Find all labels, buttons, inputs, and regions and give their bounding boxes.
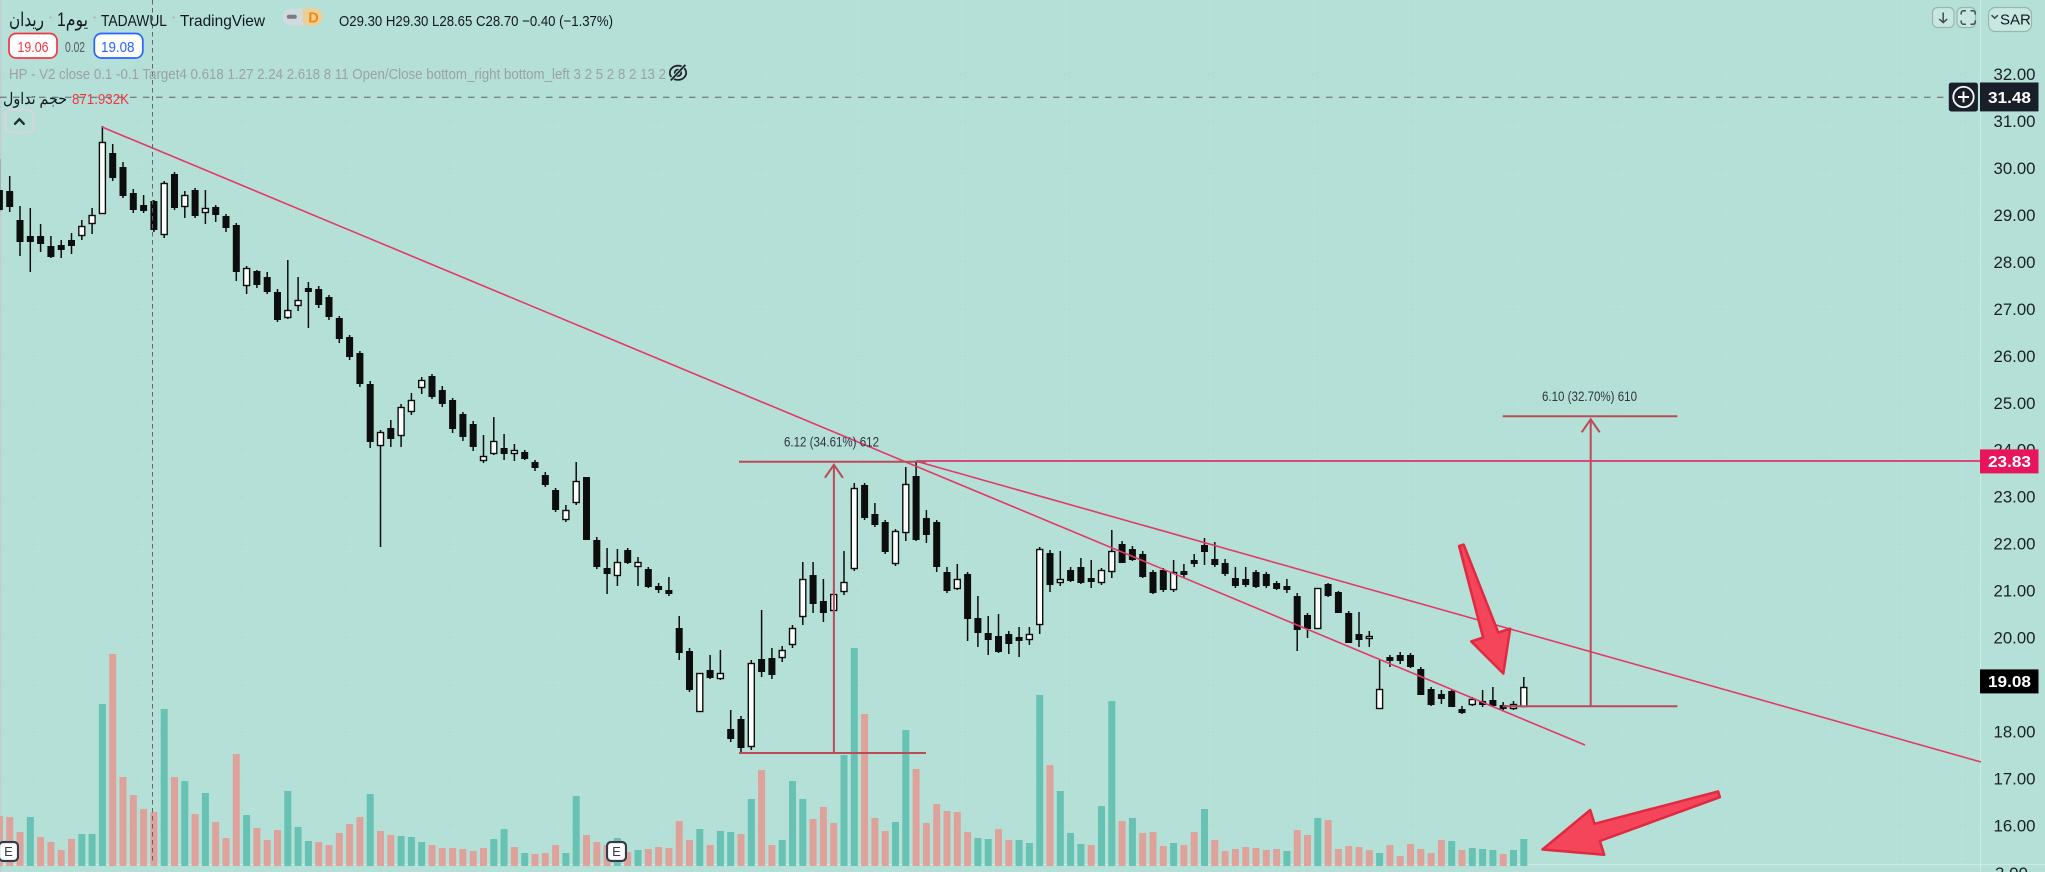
svg-text:22.00: 22.00: [1994, 536, 2036, 554]
svg-text:19.08: 19.08: [1988, 674, 2031, 691]
svg-text:ريدان: ريدان: [9, 10, 44, 31]
svg-text:28.00: 28.00: [1994, 254, 2036, 272]
svg-text:0.02: 0.02: [65, 39, 85, 56]
svg-text:29.00: 29.00: [1994, 207, 2036, 225]
svg-text:871.932K: 871.932K: [72, 92, 129, 108]
svg-text:32.00: 32.00: [1994, 66, 2036, 84]
svg-text:E: E: [612, 844, 621, 859]
svg-text:TADAWUL: TADAWUL: [101, 13, 167, 30]
svg-text:يوم1: يوم1: [57, 10, 88, 31]
svg-text:27.00: 27.00: [1994, 301, 2036, 319]
svg-text:E: E: [4, 844, 13, 859]
svg-text:حجم تداول: حجم تداول: [3, 91, 67, 108]
svg-text:TradingView: TradingView: [180, 13, 265, 30]
svg-text:O29.30 H29.30 L28.65 C28.70: O29.30 H29.30 L28.65 C28.70 −0.40 (−1.37…: [339, 13, 613, 30]
svg-text:26.00: 26.00: [1994, 348, 2036, 366]
svg-text:6.12 (34.61%) 612: 6.12 (34.61%) 612: [784, 433, 879, 449]
svg-text:19.06: 19.06: [18, 39, 49, 56]
svg-text:31.00: 31.00: [1994, 113, 2036, 131]
svg-text:18.00: 18.00: [1994, 724, 2036, 742]
svg-text:23.00: 23.00: [1994, 489, 2036, 507]
svg-text:D: D: [308, 10, 318, 26]
svg-text:23.83: 23.83: [1988, 454, 2031, 471]
svg-text:31.48: 31.48: [1988, 90, 2031, 107]
svg-text:17.00: 17.00: [1994, 771, 2036, 789]
svg-text:19.08: 19.08: [101, 39, 135, 56]
svg-text:21.00: 21.00: [1994, 583, 2036, 601]
svg-text:6.10 (32.70%) 610: 6.10 (32.70%) 610: [1542, 388, 1637, 404]
svg-text:16.00: 16.00: [1994, 818, 2036, 836]
svg-text:20.00: 20.00: [1994, 630, 2036, 648]
svg-text:SAR: SAR: [2000, 12, 2031, 29]
svg-text:25.00: 25.00: [1994, 395, 2036, 413]
svg-text:HP - V2 close 0.1 -0.1 Target4: HP - V2 close 0.1 -0.1 Target4 0.618 1.2…: [9, 67, 666, 83]
svg-text:30.00: 30.00: [1994, 160, 2036, 178]
svg-text:3.00: 3.00: [1995, 865, 2028, 872]
